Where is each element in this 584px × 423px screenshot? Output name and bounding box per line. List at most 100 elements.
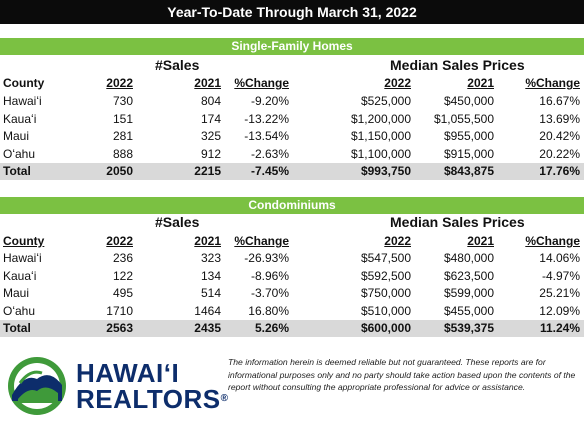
- price-2021-cell: $539,375: [443, 321, 494, 335]
- sales-2021-cell: 1464: [194, 303, 221, 318]
- sales-2021-header: 2021: [194, 76, 221, 90]
- county-cell: Kauaʻi: [3, 268, 37, 283]
- price-change-cell: -4.97%: [541, 268, 580, 283]
- sales-change-cell: -8.96%: [250, 268, 289, 283]
- sales-change-cell: -13.54%: [244, 129, 289, 143]
- price-2022-cell: $600,000: [360, 321, 411, 335]
- single-family-heading: Single-Family Homes: [0, 38, 584, 55]
- sales-2022-cell: 2050: [106, 164, 133, 178]
- price-2021-cell: $480,000: [443, 251, 494, 265]
- price-2022-cell: $592,500: [360, 268, 411, 283]
- county-cell: Oʻahu: [3, 146, 36, 161]
- sales-2022-cell: 730: [112, 94, 133, 108]
- county-cell: Hawaiʻi: [3, 94, 42, 108]
- total-row: Total 2563 2435 5.26% $600,000 $539,375 11.24%: [0, 320, 584, 337]
- price-2021-cell: $623,500: [443, 268, 494, 283]
- price-change-cell: 20.22%: [539, 146, 580, 161]
- price-2021-cell: $843,875: [443, 164, 494, 178]
- sales-change-cell: -26.93%: [244, 251, 289, 265]
- price-2022-cell: $525,000: [360, 94, 411, 108]
- condo-county-header: County: [3, 234, 45, 248]
- sales-2022-cell: 495: [112, 286, 133, 300]
- price-2022-cell: $1,200,000: [350, 111, 411, 126]
- logo-mark-icon: [8, 357, 66, 415]
- price-2022-header: 2022: [384, 76, 411, 90]
- condo-price-group-heading: Median Sales Prices: [390, 214, 525, 230]
- sales-change-cell: 16.80%: [248, 303, 289, 318]
- report-title: Year-To-Date Through March 31, 2022: [0, 0, 584, 24]
- sales-change-header: %Change: [234, 76, 289, 90]
- price-2021-cell: $599,000: [443, 286, 494, 300]
- condominiums-heading: Condominiums: [0, 197, 584, 214]
- table-row: Oʻahu 1710 1464 16.80% $510,000 $455,000 12.09…: [0, 303, 584, 320]
- county-cell: Oʻahu: [3, 303, 36, 318]
- sales-2021-cell: 323: [200, 251, 221, 265]
- table-row: Oʻahu 888 912 -2.63% $1,100,000 $915,000 20.22…: [0, 146, 584, 163]
- price-group-heading: Median Sales Prices: [390, 57, 525, 73]
- sales-2021-cell: 2215: [194, 164, 221, 178]
- condo-sales-change-header: %Change: [234, 234, 289, 248]
- county-cell: Maui: [3, 286, 30, 300]
- price-2021-cell: $915,000: [443, 146, 494, 161]
- county-cell: Total: [3, 321, 31, 335]
- sales-group-heading: #Sales: [155, 57, 200, 73]
- county-header: County: [3, 76, 45, 90]
- table-row: Hawaiʻi 236 323 -26.93% $547,500 $480,000 14.0…: [0, 250, 584, 267]
- condo-price-2022-header: 2022: [384, 234, 411, 248]
- sales-2021-cell: 912: [200, 146, 221, 161]
- logo-line2: REALTORS: [76, 384, 221, 414]
- price-2022-cell: $1,150,000: [350, 129, 411, 143]
- sales-2022-cell: 2563: [106, 321, 133, 335]
- price-2022-cell: $1,100,000: [350, 146, 411, 161]
- county-cell: Maui: [3, 129, 30, 143]
- sales-2021-cell: 174: [200, 111, 221, 126]
- total-row: Total 2050 2215 -7.45% $993,750 $843,875 17.76…: [0, 163, 584, 180]
- price-change-cell: 13.69%: [539, 111, 580, 126]
- sales-change-cell: -9.20%: [250, 94, 289, 108]
- table-row: Kauaʻi 151 174 -13.22% $1,200,000 $1,055,500 1…: [0, 111, 584, 128]
- sales-change-cell: -13.22%: [244, 111, 289, 126]
- sales-2022-header: 2022: [106, 76, 133, 90]
- county-cell: Hawaiʻi: [3, 251, 42, 265]
- table-row: Maui 495 514 -3.70% $750,000 $599,000 25.21%: [0, 285, 584, 302]
- sales-2021-cell: 325: [200, 129, 221, 143]
- sales-2021-cell: 134: [200, 268, 221, 283]
- sales-2022-cell: 281: [112, 129, 133, 143]
- table-row: Maui 281 325 -13.54% $1,150,000 $955,000 20.42…: [0, 128, 584, 145]
- condo-sales-group-heading: #Sales: [155, 214, 200, 230]
- hawaii-realtors-logo: HAWAIʻI REALTORS®: [6, 355, 228, 417]
- sales-2022-cell: 151: [112, 111, 133, 126]
- price-change-header: %Change: [525, 76, 580, 90]
- price-2021-cell: $450,000: [443, 94, 494, 108]
- price-2022-cell: $993,750: [360, 164, 411, 178]
- condo-price-change-header: %Change: [525, 234, 580, 248]
- price-2021-cell: $455,000: [443, 303, 494, 318]
- price-2021-cell: $1,055,500: [433, 111, 494, 126]
- disclaimer-text: The information herein is deemed reliabl…: [228, 357, 576, 393]
- price-change-cell: 12.09%: [539, 303, 580, 318]
- price-2022-cell: $547,500: [360, 251, 411, 265]
- column-header-row: County 2022 2021 %Change 2022 2021 %Chan…: [0, 75, 584, 92]
- sales-2022-cell: 1710: [106, 303, 133, 318]
- price-change-cell: 16.67%: [539, 94, 580, 108]
- county-cell: Kauaʻi: [3, 111, 37, 126]
- price-change-cell: 20.42%: [539, 129, 580, 143]
- condo-sales-2022-header: 2022: [106, 234, 133, 248]
- price-change-cell: 25.21%: [539, 286, 580, 300]
- sales-change-cell: -2.63%: [250, 146, 289, 161]
- sales-2022-cell: 236: [112, 251, 133, 265]
- sales-change-cell: -3.70%: [250, 286, 289, 300]
- condo-column-header-row: County 2022 2021 %Change 2022 2021 %Chan…: [0, 233, 584, 250]
- sales-2021-cell: 514: [200, 286, 221, 300]
- registered-mark: ®: [220, 393, 229, 404]
- price-2021-cell: $955,000: [443, 129, 494, 143]
- county-cell: Total: [3, 164, 31, 178]
- sales-2022-cell: 122: [112, 268, 133, 283]
- price-change-cell: 17.76%: [539, 164, 580, 178]
- sales-2021-cell: 804: [200, 94, 221, 108]
- price-change-cell: 14.06%: [539, 251, 580, 265]
- logo-line1: HAWAIʻI: [76, 358, 180, 388]
- sales-2022-cell: 888: [112, 146, 133, 161]
- price-2022-cell: $750,000: [360, 286, 411, 300]
- table-row: Hawaiʻi 730 804 -9.20% $525,000 $450,000 16.67…: [0, 93, 584, 110]
